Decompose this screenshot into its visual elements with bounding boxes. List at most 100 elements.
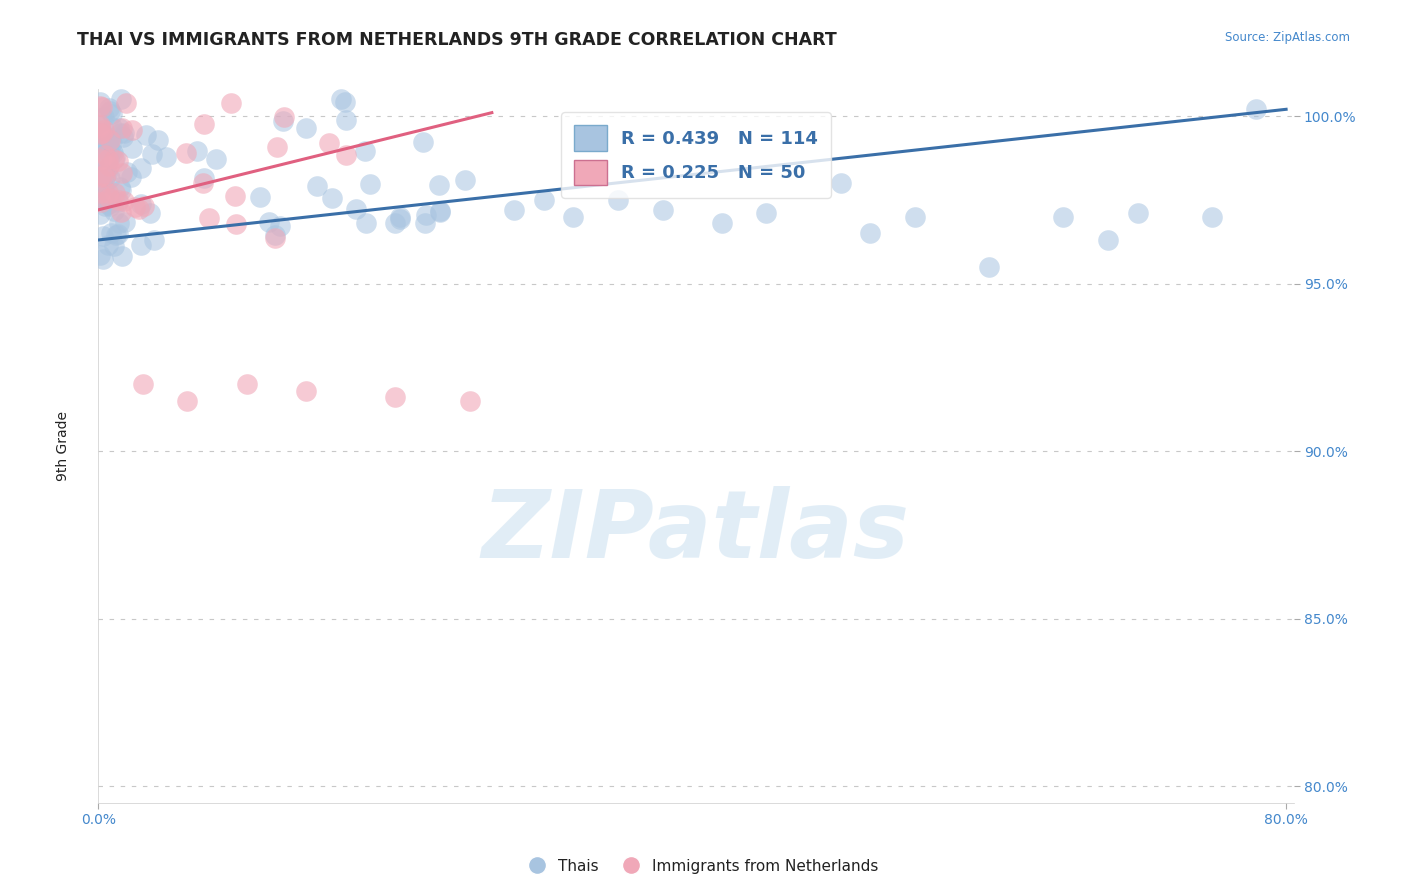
Point [329,92,352,106]
Point [114,215,136,229]
Point [103,203,125,218]
Point [271,114,294,128]
Point [1126,206,1149,220]
Point [110,126,132,140]
Point [651,202,673,217]
Point [89,125,111,139]
Point [142,233,165,247]
Point [93,168,115,182]
Point [104,151,127,165]
Point [359,177,381,191]
Point [90,195,112,210]
Point [193,171,215,186]
Point [96,194,118,209]
Point [132,377,155,392]
Point [91,186,114,201]
Point [98,101,121,115]
Point [97,143,120,157]
Point [93,180,115,194]
Point [97,186,120,201]
Point [1052,210,1074,224]
Point [91,127,114,141]
Point [93,169,115,184]
Point [103,152,125,166]
Point [503,202,526,217]
Text: 9th Grade: 9th Grade [56,411,70,481]
Point [114,95,136,110]
Point [100,226,122,240]
Point [121,141,143,155]
Point [384,216,406,230]
Point [415,208,437,222]
Point [93,166,115,180]
Point [98,191,121,205]
Point [89,186,111,200]
Point [129,161,152,175]
Legend: Thais, Immigrants from Netherlands: Thais, Immigrants from Netherlands [522,853,884,880]
Point [97,153,120,167]
Point [98,153,121,167]
Point [98,170,121,185]
Point [91,127,114,141]
Point [755,206,778,220]
Point [224,189,246,203]
Point [155,150,177,164]
Point [89,181,111,195]
Point [904,210,927,224]
Point [354,144,377,158]
Point [89,118,111,132]
Point [89,148,111,162]
Point [98,195,121,210]
Point [273,111,295,125]
Point [96,166,118,180]
Point [318,136,340,150]
Point [89,142,111,156]
Point [979,260,1001,274]
Point [90,152,112,166]
Point [219,95,242,110]
Point [384,391,406,405]
Point [335,148,357,162]
Point [1201,210,1223,224]
Point [562,210,585,224]
Point [1097,233,1119,247]
Point [107,194,129,209]
Point [249,190,271,204]
Point [110,204,132,219]
Point [104,186,127,201]
Point [103,239,125,253]
Point [89,120,111,134]
Point [225,217,247,231]
Point [429,204,451,219]
Point [859,227,882,241]
Point [97,237,120,252]
Point [413,216,436,230]
Point [458,393,481,408]
Point [100,194,122,208]
Point [321,191,343,205]
Point [389,210,412,224]
Point [96,139,118,153]
Point [100,144,122,158]
Point [91,229,114,244]
Point [93,123,115,137]
Point [132,199,155,213]
Point [101,136,124,150]
Point [264,231,287,245]
Point [264,227,287,242]
Point [295,384,318,398]
Point [236,377,259,392]
Point [176,146,198,161]
Point [335,113,357,128]
Point [454,172,477,186]
Point [266,140,288,154]
Point [108,121,131,136]
Text: THAI VS IMMIGRANTS FROM NETHERLANDS 9TH GRADE CORRELATION CHART: THAI VS IMMIGRANTS FROM NETHERLANDS 9TH … [77,31,837,49]
Point [269,219,291,233]
Point [98,159,121,173]
Point [710,216,733,230]
Point [176,393,198,408]
Point [89,95,111,110]
Point [91,111,114,125]
Point [193,117,215,131]
